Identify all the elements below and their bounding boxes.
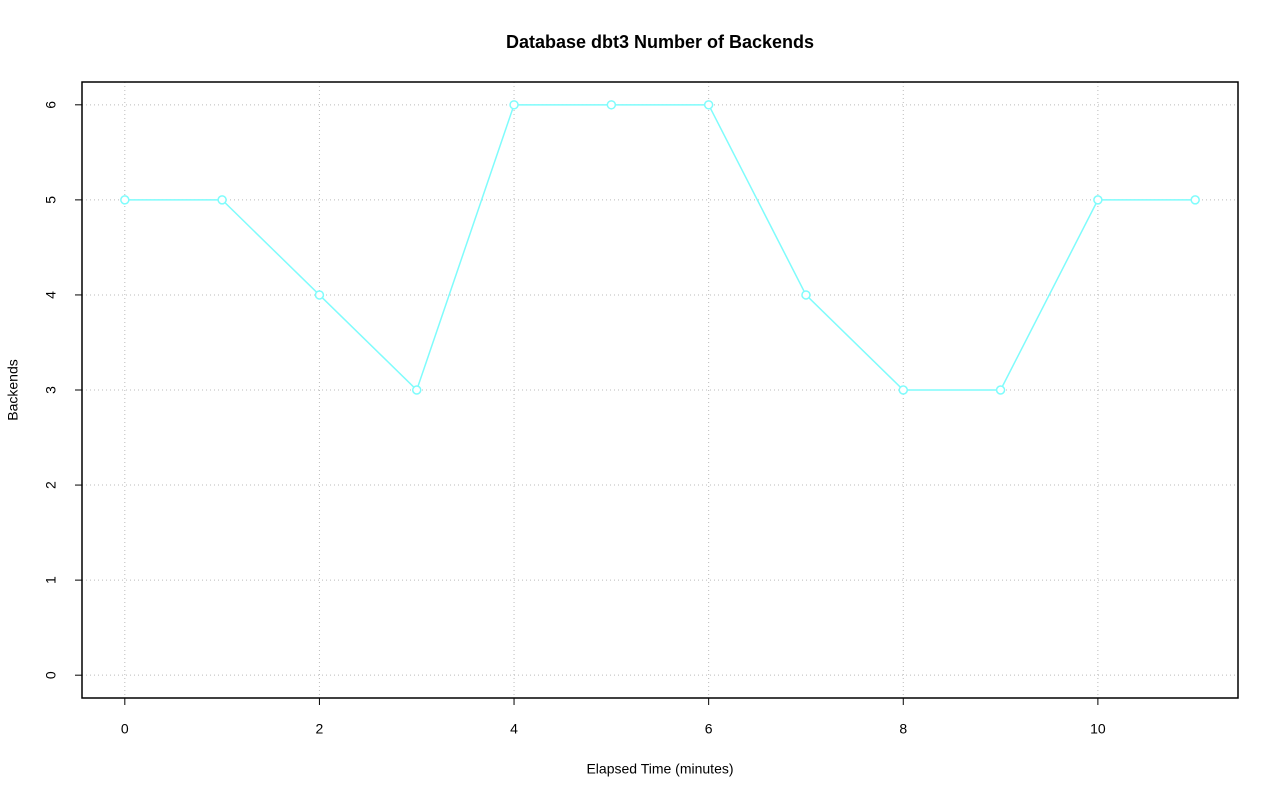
data-point — [606, 100, 617, 110]
data-point — [1093, 195, 1103, 205]
x-tick-label: 8 — [899, 721, 907, 737]
data-point — [509, 100, 519, 110]
data-point — [995, 385, 1006, 395]
data-point — [120, 195, 130, 205]
y-tick-label: 5 — [43, 196, 59, 204]
x-tick-label: 4 — [510, 721, 518, 737]
data-point — [898, 385, 909, 395]
y-axis-label: Backends — [5, 359, 21, 420]
x-tick-label: 2 — [316, 721, 324, 737]
data-point — [1190, 195, 1200, 205]
data-point — [314, 290, 325, 300]
y-tick-label: 2 — [43, 481, 59, 489]
x-tick-label: 6 — [705, 721, 713, 737]
data-point — [801, 290, 811, 300]
data-line — [124, 104, 1196, 392]
data-point — [411, 385, 422, 395]
y-tick-label: 1 — [43, 576, 59, 584]
x-axis-label: Elapsed Time (minutes) — [586, 761, 733, 777]
y-tick-label: 6 — [43, 101, 59, 109]
y-tick-label: 0 — [43, 671, 59, 679]
x-tick-label: 0 — [121, 721, 129, 737]
x-tick-label: 10 — [1090, 721, 1106, 737]
plot-frame — [81, 81, 1239, 699]
data-point — [217, 195, 227, 205]
y-tick-label: 3 — [43, 386, 59, 394]
y-tick-label: 4 — [43, 291, 59, 299]
chart-title: Database dbt3 Number of Backends — [506, 32, 814, 52]
data-point — [703, 100, 714, 110]
